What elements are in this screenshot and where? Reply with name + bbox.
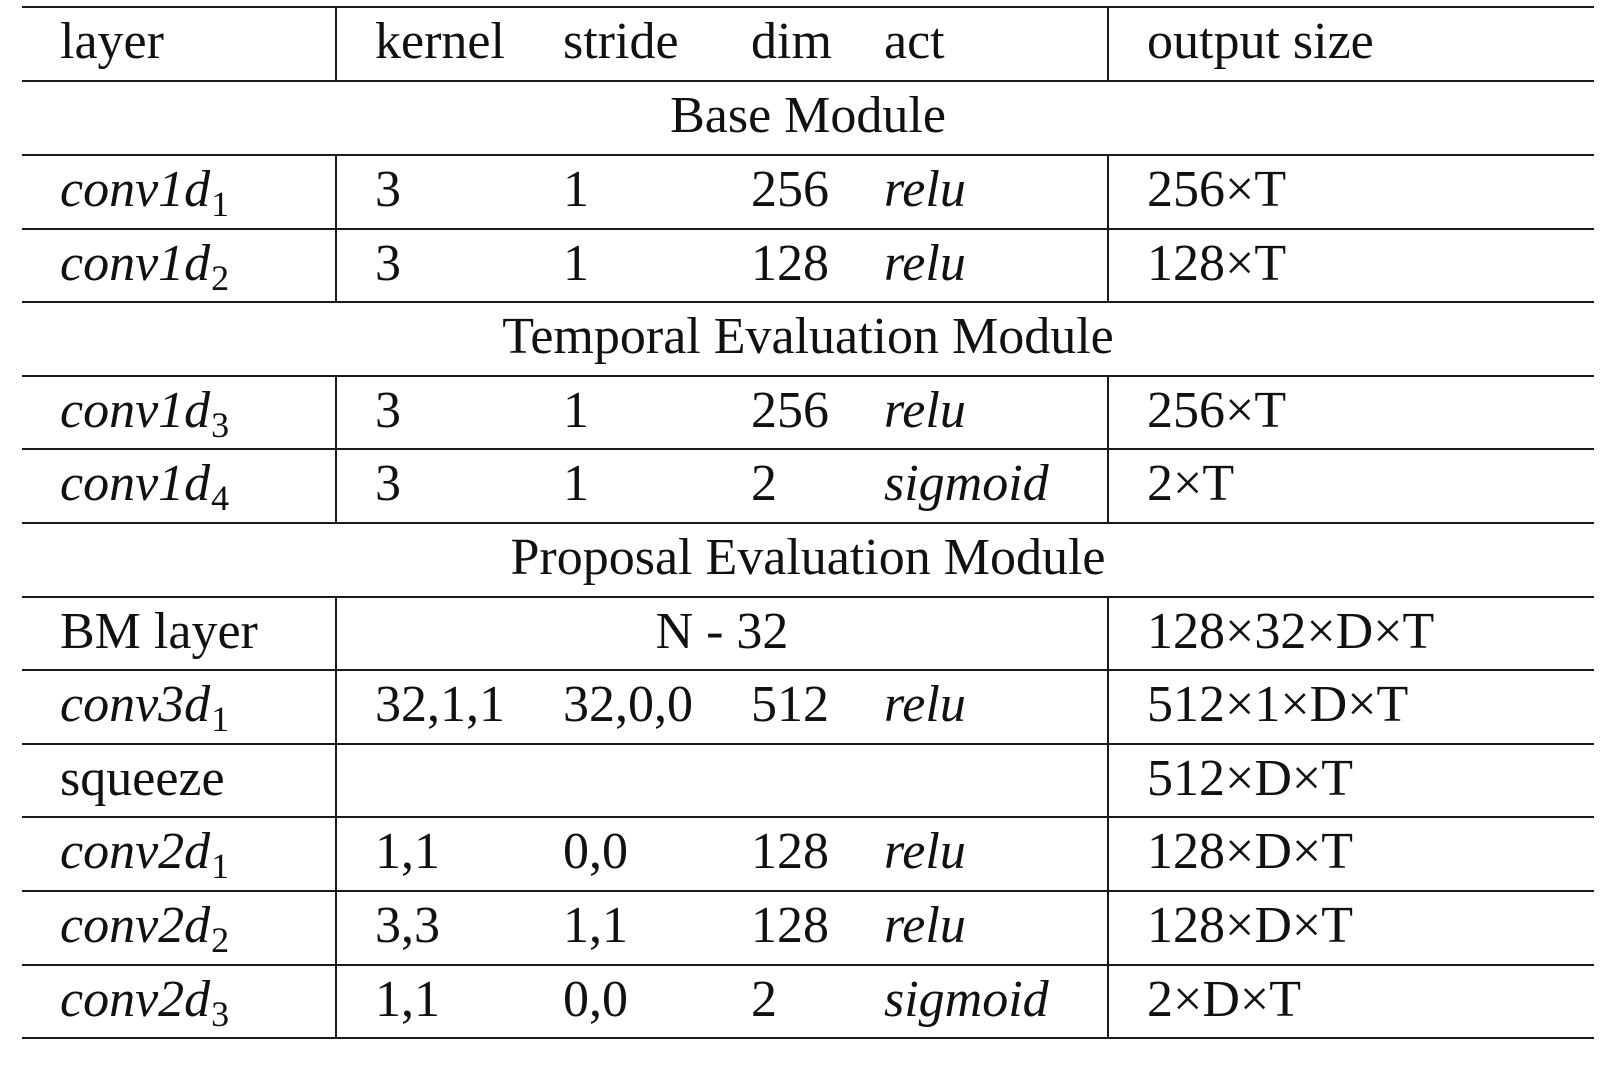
rule bbox=[22, 448, 1594, 450]
column-divider bbox=[1107, 596, 1109, 1039]
dim-cell: 128 bbox=[751, 235, 829, 292]
output-cell: 512×D×T bbox=[1147, 750, 1353, 807]
dim-cell: 2 bbox=[751, 971, 777, 1028]
rule bbox=[22, 522, 1594, 524]
act-cell: relu bbox=[884, 382, 966, 439]
column-divider bbox=[335, 375, 337, 524]
layer-name: BM layer bbox=[60, 603, 258, 660]
rule bbox=[22, 669, 1594, 671]
rule bbox=[22, 816, 1594, 818]
dim-cell: 128 bbox=[751, 897, 829, 954]
act-cell: relu bbox=[884, 897, 966, 954]
stride-cell: 1 bbox=[563, 455, 589, 512]
layer-name: squeeze bbox=[60, 750, 225, 807]
dim-cell: 256 bbox=[751, 382, 829, 439]
layer-name: conv3d1 bbox=[60, 676, 230, 739]
kernel-cell: 1,1 bbox=[375, 823, 440, 880]
kernel-cell: 3,3 bbox=[375, 897, 440, 954]
rule bbox=[22, 964, 1594, 966]
rule bbox=[22, 228, 1594, 230]
stride-cell: 1 bbox=[563, 161, 589, 218]
layer-name: conv1d1 bbox=[60, 161, 230, 224]
column-divider bbox=[335, 154, 337, 303]
rule-top bbox=[22, 6, 1594, 8]
output-cell: 256×T bbox=[1147, 382, 1287, 439]
act-cell: relu bbox=[884, 161, 966, 218]
output-cell: 512×1×D×T bbox=[1147, 676, 1409, 733]
output-cell: 256×T bbox=[1147, 161, 1287, 218]
column-divider bbox=[1107, 154, 1109, 303]
output-cell: 128×32×D×T bbox=[1147, 603, 1435, 660]
output-cell: 128×T bbox=[1147, 235, 1287, 292]
layer-name: conv2d1 bbox=[60, 823, 230, 886]
header-kernel: kernel bbox=[375, 13, 505, 70]
act-cell: sigmoid bbox=[884, 455, 1049, 512]
kernel-cell: 32,1,1 bbox=[375, 676, 505, 733]
kernel-cell: 3 bbox=[375, 235, 401, 292]
spanned-params-cell: N - 32 bbox=[655, 603, 789, 660]
layer-name: conv2d3 bbox=[60, 971, 230, 1034]
stride-cell: 1,1 bbox=[563, 897, 628, 954]
output-cell: 2×T bbox=[1147, 455, 1235, 512]
stride-cell: 1 bbox=[563, 382, 589, 439]
act-cell: relu bbox=[884, 823, 966, 880]
header-output-size: output size bbox=[1147, 13, 1374, 70]
header-stride: stride bbox=[563, 13, 679, 70]
kernel-cell: 3 bbox=[375, 161, 401, 218]
stride-cell: 1 bbox=[563, 235, 589, 292]
rule bbox=[22, 890, 1594, 892]
kernel-cell: 3 bbox=[375, 455, 401, 512]
section-heading-temporal: Temporal Evaluation Module bbox=[502, 308, 1114, 365]
column-divider bbox=[335, 6, 337, 82]
rule bbox=[22, 80, 1594, 82]
act-cell: relu bbox=[884, 676, 966, 733]
column-divider bbox=[1107, 6, 1109, 82]
stride-cell: 0,0 bbox=[563, 823, 628, 880]
dim-cell: 128 bbox=[751, 823, 829, 880]
output-cell: 2×D×T bbox=[1147, 971, 1301, 1028]
output-cell: 128×D×T bbox=[1147, 823, 1353, 880]
rule-bottom bbox=[22, 1037, 1594, 1039]
rule bbox=[22, 154, 1594, 156]
section-heading-proposal: Proposal Evaluation Module bbox=[510, 529, 1106, 586]
stride-cell: 32,0,0 bbox=[563, 676, 693, 733]
header-act: act bbox=[884, 13, 945, 70]
dim-cell: 2 bbox=[751, 455, 777, 512]
header-dim: dim bbox=[751, 13, 832, 70]
rule bbox=[22, 375, 1594, 377]
stride-cell: 0,0 bbox=[563, 971, 628, 1028]
section-heading-base: Base Module bbox=[670, 87, 946, 144]
output-cell: 128×D×T bbox=[1147, 897, 1353, 954]
rule bbox=[22, 596, 1594, 598]
act-cell: sigmoid bbox=[884, 971, 1049, 1028]
act-cell: relu bbox=[884, 235, 966, 292]
dim-cell: 512 bbox=[751, 676, 829, 733]
layer-name: conv1d4 bbox=[60, 455, 230, 518]
layer-name: conv1d2 bbox=[60, 235, 230, 298]
dim-cell: 256 bbox=[751, 161, 829, 218]
kernel-cell: 1,1 bbox=[375, 971, 440, 1028]
kernel-cell: 3 bbox=[375, 382, 401, 439]
column-divider bbox=[1107, 375, 1109, 524]
rule bbox=[22, 301, 1594, 303]
layer-name: conv2d2 bbox=[60, 897, 230, 960]
rule bbox=[22, 743, 1594, 745]
column-divider bbox=[335, 596, 337, 1039]
header-layer: layer bbox=[60, 13, 164, 70]
layer-name: conv1d3 bbox=[60, 382, 230, 445]
